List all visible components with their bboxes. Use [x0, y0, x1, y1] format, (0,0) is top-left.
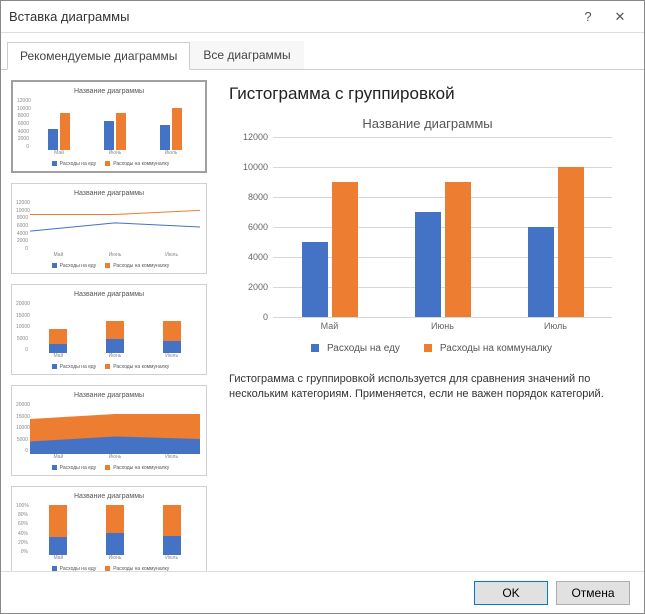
bar — [558, 167, 584, 317]
thumb-legend: Расходы на едуРасходы на коммуналку — [17, 161, 201, 167]
chart-preview: Название диаграммы 020004000600080001000… — [229, 112, 626, 358]
thumb-chart: 20000150001000050000МайИюньИюль — [16, 301, 202, 361]
gridline — [273, 317, 612, 318]
chart-thumbnails-list[interactable]: Название диаграммы 1200010000800060004000… — [1, 70, 211, 571]
titlebar: Вставка диаграммы ? ✕ — [1, 1, 644, 33]
insert-chart-dialog: Вставка диаграммы ? ✕ Рекомендуемые диаг… — [0, 0, 645, 614]
chart-thumbnail-area[interactable]: Название диаграммы 20000150001000050000Ма… — [11, 385, 207, 476]
tab-all[interactable]: Все диаграммы — [190, 41, 303, 69]
y-tick-label: 8000 — [233, 192, 268, 202]
bar — [528, 227, 554, 317]
dialog-title: Вставка диаграммы — [9, 9, 572, 24]
chart-plot-area: 020004000600080001000012000 — [273, 137, 612, 317]
thumb-title: Название диаграммы — [16, 392, 202, 399]
chart-legend: Расходы на еду Расходы на коммуналку — [233, 343, 622, 354]
thumb-chart: 100%80%60%40%20%0%МайИюньИюль — [16, 503, 202, 563]
chart-title: Название диаграммы — [233, 116, 622, 131]
x-tick-label: Июнь — [386, 321, 499, 331]
tabs: Рекомендуемые диаграммы Все диаграммы — [1, 37, 644, 70]
legend-item: Расходы на коммуналку — [416, 343, 552, 354]
bar — [302, 242, 328, 317]
cancel-button[interactable]: Отмена — [556, 581, 630, 605]
bar — [332, 182, 358, 317]
chart-thumbnail-stacked-bar-100[interactable]: Название диаграммы 100%80%60%40%20%0%МайИ… — [11, 486, 207, 571]
legend-item: Расходы на еду — [303, 343, 400, 354]
y-tick-label: 12000 — [233, 132, 268, 142]
x-tick-label: Июль — [499, 321, 612, 331]
y-tick-label: 10000 — [233, 162, 268, 172]
bar — [415, 212, 441, 317]
thumb-legend: Расходы на едуРасходы на коммуналку — [16, 263, 202, 269]
y-tick-label: 4000 — [233, 252, 268, 262]
y-tick-label: 6000 — [233, 222, 268, 232]
thumb-title: Название диаграммы — [16, 291, 202, 298]
tab-recommended[interactable]: Рекомендуемые диаграммы — [7, 42, 190, 70]
chart-x-axis: МайИюньИюль — [273, 321, 612, 331]
chart-type-heading: Гистограмма с группировкой — [229, 84, 626, 104]
help-button[interactable]: ? — [572, 9, 604, 24]
y-tick-label: 2000 — [233, 282, 268, 292]
thumb-chart: 20000150001000050000МайИюньИюль — [16, 402, 202, 462]
dialog-footer: OK Отмена — [1, 571, 644, 613]
chart-preview-panel: Гистограмма с группировкой Название диаг… — [211, 70, 644, 571]
chart-thumbnail-stacked-bar[interactable]: Название диаграммы 20000150001000050000Ма… — [11, 284, 207, 375]
chart-description: Гистограмма с группировкой используется … — [229, 372, 626, 403]
chart-thumbnail-clustered-bar[interactable]: Название диаграммы 1200010000800060004000… — [11, 80, 207, 173]
thumb-title: Название диаграммы — [17, 88, 201, 95]
close-button[interactable]: ✕ — [604, 9, 636, 25]
chart-thumbnail-line[interactable]: Название диаграммы 1200010000800060004000… — [11, 183, 207, 274]
bar — [445, 182, 471, 317]
y-tick-label: 0 — [233, 312, 268, 322]
thumb-chart: 120001000080006000400020000МайИюньИюль — [16, 200, 202, 260]
thumb-title: Название диаграммы — [16, 493, 202, 500]
thumb-title: Название диаграммы — [16, 190, 202, 197]
x-tick-label: Май — [273, 321, 386, 331]
thumb-legend: Расходы на едуРасходы на коммуналку — [16, 364, 202, 370]
thumb-legend: Расходы на едуРасходы на коммуналку — [16, 465, 202, 471]
ok-button[interactable]: OK — [474, 581, 548, 605]
thumb-chart: 120001000080006000400020000МайИюньИюль — [17, 98, 201, 158]
dialog-content: Название диаграммы1200010000800060004000… — [1, 70, 644, 571]
